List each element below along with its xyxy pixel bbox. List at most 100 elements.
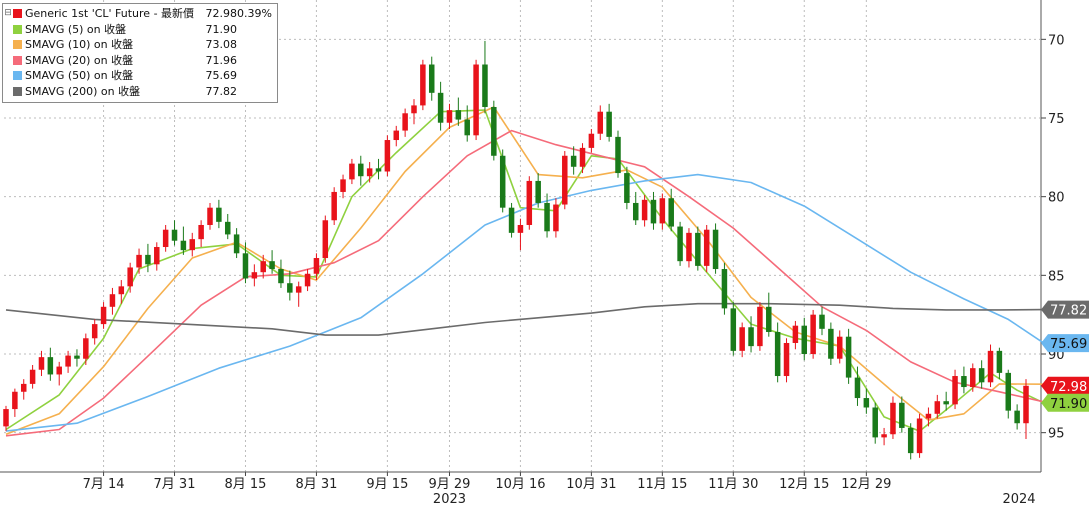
- candle-body: [189, 239, 196, 251]
- candle-body: [56, 366, 62, 375]
- sma-line: [5, 106, 1044, 435]
- price-tag-label: 71.90: [1050, 397, 1087, 412]
- candle-body: [464, 119, 470, 136]
- candle-body: [100, 306, 107, 325]
- price-tag-bg: [1041, 300, 1089, 319]
- candle-body: [845, 336, 852, 378]
- year-label: 2024: [1002, 492, 1035, 507]
- legend-label: Generic 1st 'CL' Future - 最新價: [25, 7, 195, 20]
- candle-body: [136, 254, 142, 268]
- candle-body: [3, 409, 9, 427]
- legend-item: SMAVG (10) on 收盤 73.08: [3, 37, 277, 53]
- candle-body: [890, 402, 896, 435]
- candle-body: [916, 418, 923, 454]
- candle-body: [74, 355, 80, 359]
- candle-body: [366, 168, 373, 177]
- candle-body: [420, 64, 426, 106]
- candle-body: [703, 229, 710, 266]
- x-tick-label: 10月 16: [495, 477, 545, 492]
- candle-body: [437, 92, 444, 123]
- candle-body: [783, 342, 790, 377]
- candle-body: [987, 350, 994, 383]
- candle-body: [952, 376, 958, 405]
- candle-body: [970, 368, 976, 388]
- candle-body: [801, 325, 808, 354]
- candle-body: [358, 163, 364, 177]
- candle-body: [562, 155, 568, 205]
- candle-body: [615, 136, 621, 174]
- candle-body: [20, 383, 27, 392]
- candle-body: [207, 207, 213, 225]
- candle-body: [863, 398, 870, 408]
- candle-body: [278, 269, 284, 284]
- candle-body: [455, 110, 462, 120]
- candle-body: [517, 224, 524, 233]
- candle-body: [287, 283, 293, 293]
- legend-value: 77.82: [205, 84, 238, 98]
- x-tick-label: 11月 15: [637, 477, 687, 492]
- candle-body: [934, 401, 941, 414]
- y-tick-label: 95: [1048, 427, 1065, 442]
- price-tag: 77.82: [1041, 300, 1089, 319]
- candle-body: [588, 133, 595, 148]
- candle-body: [38, 357, 45, 370]
- y-tick-label: 70: [1048, 33, 1065, 48]
- candle-body: [526, 180, 533, 225]
- candle-body: [482, 64, 488, 107]
- candle-body: [757, 306, 763, 347]
- legend-item: SMAVG (200) on 收盤 77.82: [3, 84, 277, 100]
- x-tick-label: 8月 15: [225, 477, 267, 492]
- legend-swatch: [13, 40, 22, 50]
- candle-body: [269, 261, 275, 270]
- candle-body: [171, 229, 178, 241]
- y-tick-label: 80: [1048, 191, 1065, 206]
- candle-body: [499, 155, 506, 208]
- candle-body: [91, 324, 98, 339]
- candle-body: [925, 413, 932, 419]
- candle-body: [961, 376, 967, 388]
- x-tick-label: 7月 31: [154, 477, 196, 492]
- candle-body: [349, 163, 355, 180]
- legend-swatch: [13, 55, 22, 65]
- sma-line: [5, 109, 1045, 432]
- candle-body: [12, 391, 18, 410]
- candle-body: [233, 234, 240, 254]
- candle-body: [331, 191, 337, 221]
- candle-body: [907, 427, 914, 454]
- candle-body: [659, 198, 666, 224]
- chart-legend: ⊟ Generic 1st 'CL' Future - 最新價 72.98 0.39%…: [2, 3, 278, 103]
- candle-body: [65, 355, 71, 367]
- x-tick-label: 7月 14: [83, 477, 125, 492]
- candle-body: [544, 202, 550, 232]
- legend-swatch: [13, 24, 22, 34]
- candle-body: [570, 155, 577, 167]
- candle-body: [154, 247, 160, 265]
- price-tag: 72.98: [1041, 376, 1089, 395]
- candle-body: [792, 325, 799, 343]
- legend-item: SMAVG (5) on 收盤 71.90: [3, 22, 277, 38]
- candle-body: [1005, 372, 1012, 411]
- candle-body: [632, 202, 639, 221]
- legend-tree-marker: ⊟: [4, 8, 12, 18]
- sma-line: [5, 129, 1044, 437]
- candle-body: [508, 207, 515, 233]
- price-tag: 75.69: [1041, 334, 1089, 353]
- candle-body: [606, 111, 612, 137]
- candle-body: [996, 350, 1003, 373]
- price-tag-bg: [1041, 393, 1089, 412]
- legend-label: SMAVG (10) on 收盤: [25, 38, 134, 51]
- candle-body: [127, 267, 133, 287]
- candle-body: [597, 111, 604, 134]
- candle-body: [721, 269, 728, 309]
- candle-body: [836, 336, 843, 359]
- candle-body: [668, 198, 674, 227]
- candle-body: [473, 64, 479, 136]
- legend-value: 75.69: [205, 69, 238, 82]
- candle-body: [1014, 410, 1020, 424]
- candle-body: [535, 180, 541, 203]
- candle-body: [872, 407, 878, 438]
- y-tick-label: 85: [1048, 269, 1065, 284]
- candle-body: [828, 328, 834, 359]
- legend-value: 71.90: [205, 22, 238, 36]
